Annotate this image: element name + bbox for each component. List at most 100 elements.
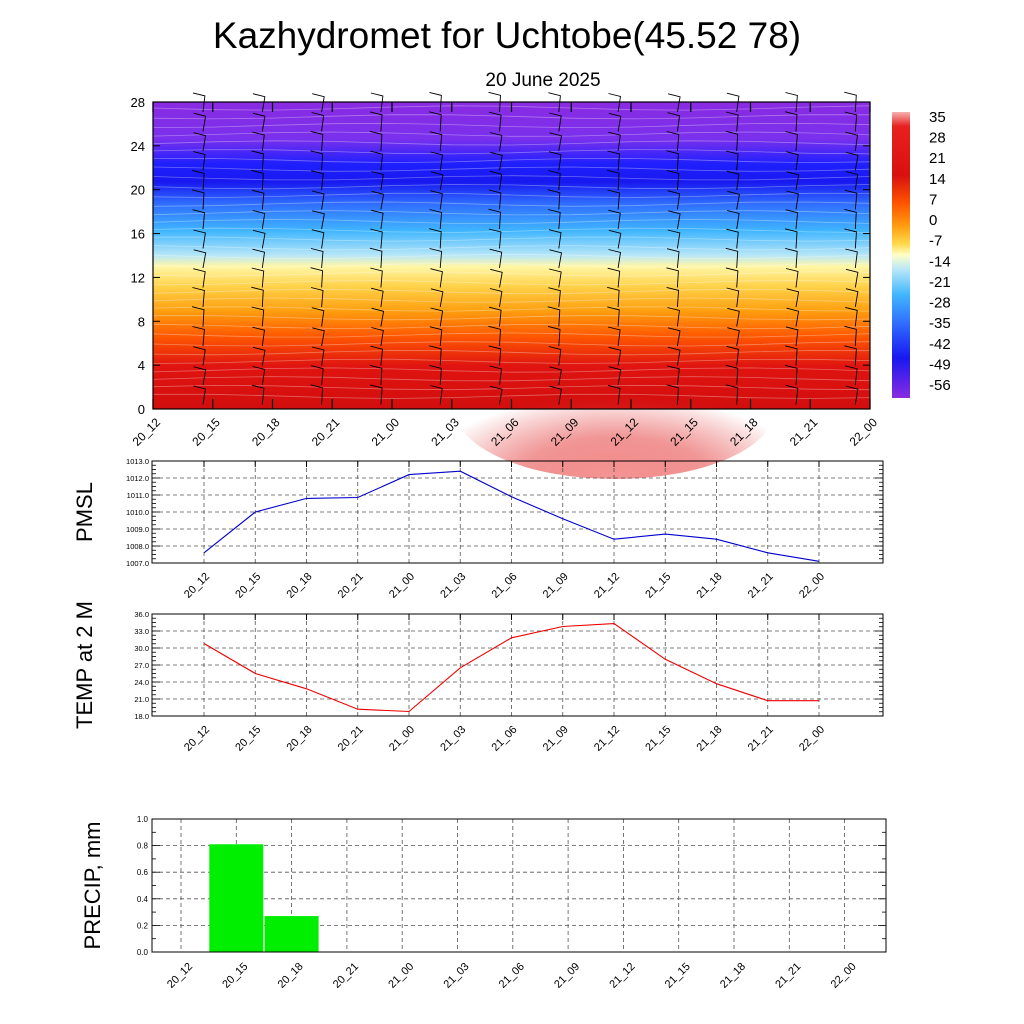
y-tick-label: 1008.0 — [126, 542, 149, 551]
wind-barb — [192, 151, 206, 171]
wind-barb — [488, 111, 502, 132]
x-tick-label: 21_21 — [773, 961, 803, 991]
wind-barb — [725, 111, 739, 132]
wind-barb — [667, 327, 681, 347]
wind-barb — [369, 247, 383, 269]
colorbar-label: -42 — [929, 336, 951, 353]
wind-barb — [252, 366, 266, 386]
wind-barb — [193, 249, 207, 269]
wind-barb — [785, 384, 799, 405]
wind-barb — [488, 325, 501, 347]
colorbar-label: 21 — [929, 150, 946, 167]
wind-barb — [786, 307, 800, 327]
wind-barb — [311, 307, 325, 327]
wind-barb — [608, 209, 621, 230]
y-tick-label: 18.0 — [134, 712, 149, 721]
colorbar-label: -28 — [929, 295, 951, 312]
wind-barb — [667, 346, 681, 366]
wind-barb — [488, 345, 502, 366]
wind-barb — [548, 287, 561, 308]
x-tick-label: 21_12 — [607, 961, 637, 991]
wind-barb — [667, 93, 681, 113]
x-tick-label: 21_09 — [552, 961, 582, 991]
precip-bar — [209, 844, 264, 952]
x-tick-label: 20_21 — [336, 724, 366, 754]
x-tick-label: 20_12 — [182, 571, 212, 601]
wind-barb — [490, 268, 503, 288]
precipitation-panel: 0.0 0.2 0.4 0.6 0.8 1.0 20_12 20_15 20_18 20_21 21… — [80, 815, 887, 991]
wind-barb — [785, 247, 798, 269]
wind-barb — [429, 326, 443, 347]
wind-barb — [548, 346, 562, 366]
x-tick-label: 21_21 — [787, 415, 821, 449]
wind-barb — [666, 170, 680, 191]
wind-barb — [429, 248, 443, 269]
y-tick-label: 0.0 — [137, 948, 149, 957]
x-tick-label: 21_03 — [438, 571, 468, 601]
wind-barb — [429, 131, 443, 152]
wind-barb — [430, 268, 443, 288]
wind-barb — [845, 288, 859, 308]
wind-barb — [488, 208, 501, 230]
wind-barb — [310, 130, 324, 152]
wind-barb — [311, 190, 325, 210]
wind-barb — [370, 345, 383, 366]
wind-barb — [192, 287, 205, 308]
figure-title: Kazhydromet for Uchtobe(45.52 78) — [213, 15, 801, 56]
y-tick-label: 0.6 — [137, 868, 149, 877]
wind-barb — [725, 364, 739, 386]
wind-barb — [251, 306, 265, 327]
y-tick-label: 36.0 — [134, 610, 149, 619]
x-tick-label: 20_18 — [285, 571, 315, 601]
wind-barb — [667, 307, 680, 327]
wind-barb — [845, 171, 859, 191]
wind-barb — [252, 93, 266, 113]
x-tick-label: 21_00 — [387, 571, 417, 601]
wind-barb — [845, 151, 859, 171]
wind-barb — [252, 112, 266, 132]
wind-barb — [193, 229, 206, 249]
x-tick-label: 21_15 — [643, 724, 673, 754]
y-tick-label: 0.4 — [137, 895, 149, 904]
figure-subtitle: 20 June 2025 — [485, 70, 600, 91]
wind-barb — [667, 190, 681, 210]
wind-barb — [786, 288, 800, 308]
x-tick-label: 20_12 — [165, 961, 195, 991]
wind-barb — [666, 286, 680, 308]
colorbar-label: -14 — [929, 253, 951, 270]
wind-barb — [549, 132, 563, 152]
wind-barb — [251, 267, 265, 288]
wind-barb — [727, 307, 740, 327]
wind-barb — [726, 170, 740, 191]
wind-barb — [430, 190, 443, 210]
wind-barb — [547, 325, 561, 347]
wind-barb — [191, 189, 205, 210]
wind-barb — [429, 228, 442, 249]
x-tick-label: 21_12 — [592, 724, 622, 754]
wind-barb — [310, 267, 324, 288]
wind-barb — [844, 325, 857, 347]
wind-barb — [252, 248, 266, 269]
wind-barb — [608, 366, 622, 386]
wind-barb — [193, 268, 206, 288]
wind-barb — [370, 209, 384, 230]
wind-barb — [430, 385, 443, 405]
wind-barb — [371, 190, 385, 210]
x-tick-label: 20_18 — [276, 961, 306, 991]
y-axis-label: TEMP at 2 M — [72, 601, 97, 729]
y-tick-label: 21.0 — [134, 695, 149, 704]
wind-barb — [310, 248, 324, 269]
y-tick-label: 27.0 — [134, 661, 149, 670]
wind-barb — [192, 326, 205, 347]
x-tick-label: 20_18 — [285, 724, 315, 754]
wind-barb — [725, 150, 739, 171]
wind-barb — [371, 307, 385, 327]
wind-barb — [429, 209, 443, 230]
wind-barb — [845, 268, 859, 288]
wind-barb — [251, 189, 265, 210]
y-tick-label: 30.0 — [134, 644, 149, 653]
colorbar: 35 28 21 14 7 0 -7 -14 -21 -28 -35 -42 -49 -56 — [892, 109, 951, 398]
wind-barb — [547, 189, 561, 210]
wind-barb — [311, 229, 325, 249]
x-tick-label: 21_15 — [643, 571, 673, 601]
